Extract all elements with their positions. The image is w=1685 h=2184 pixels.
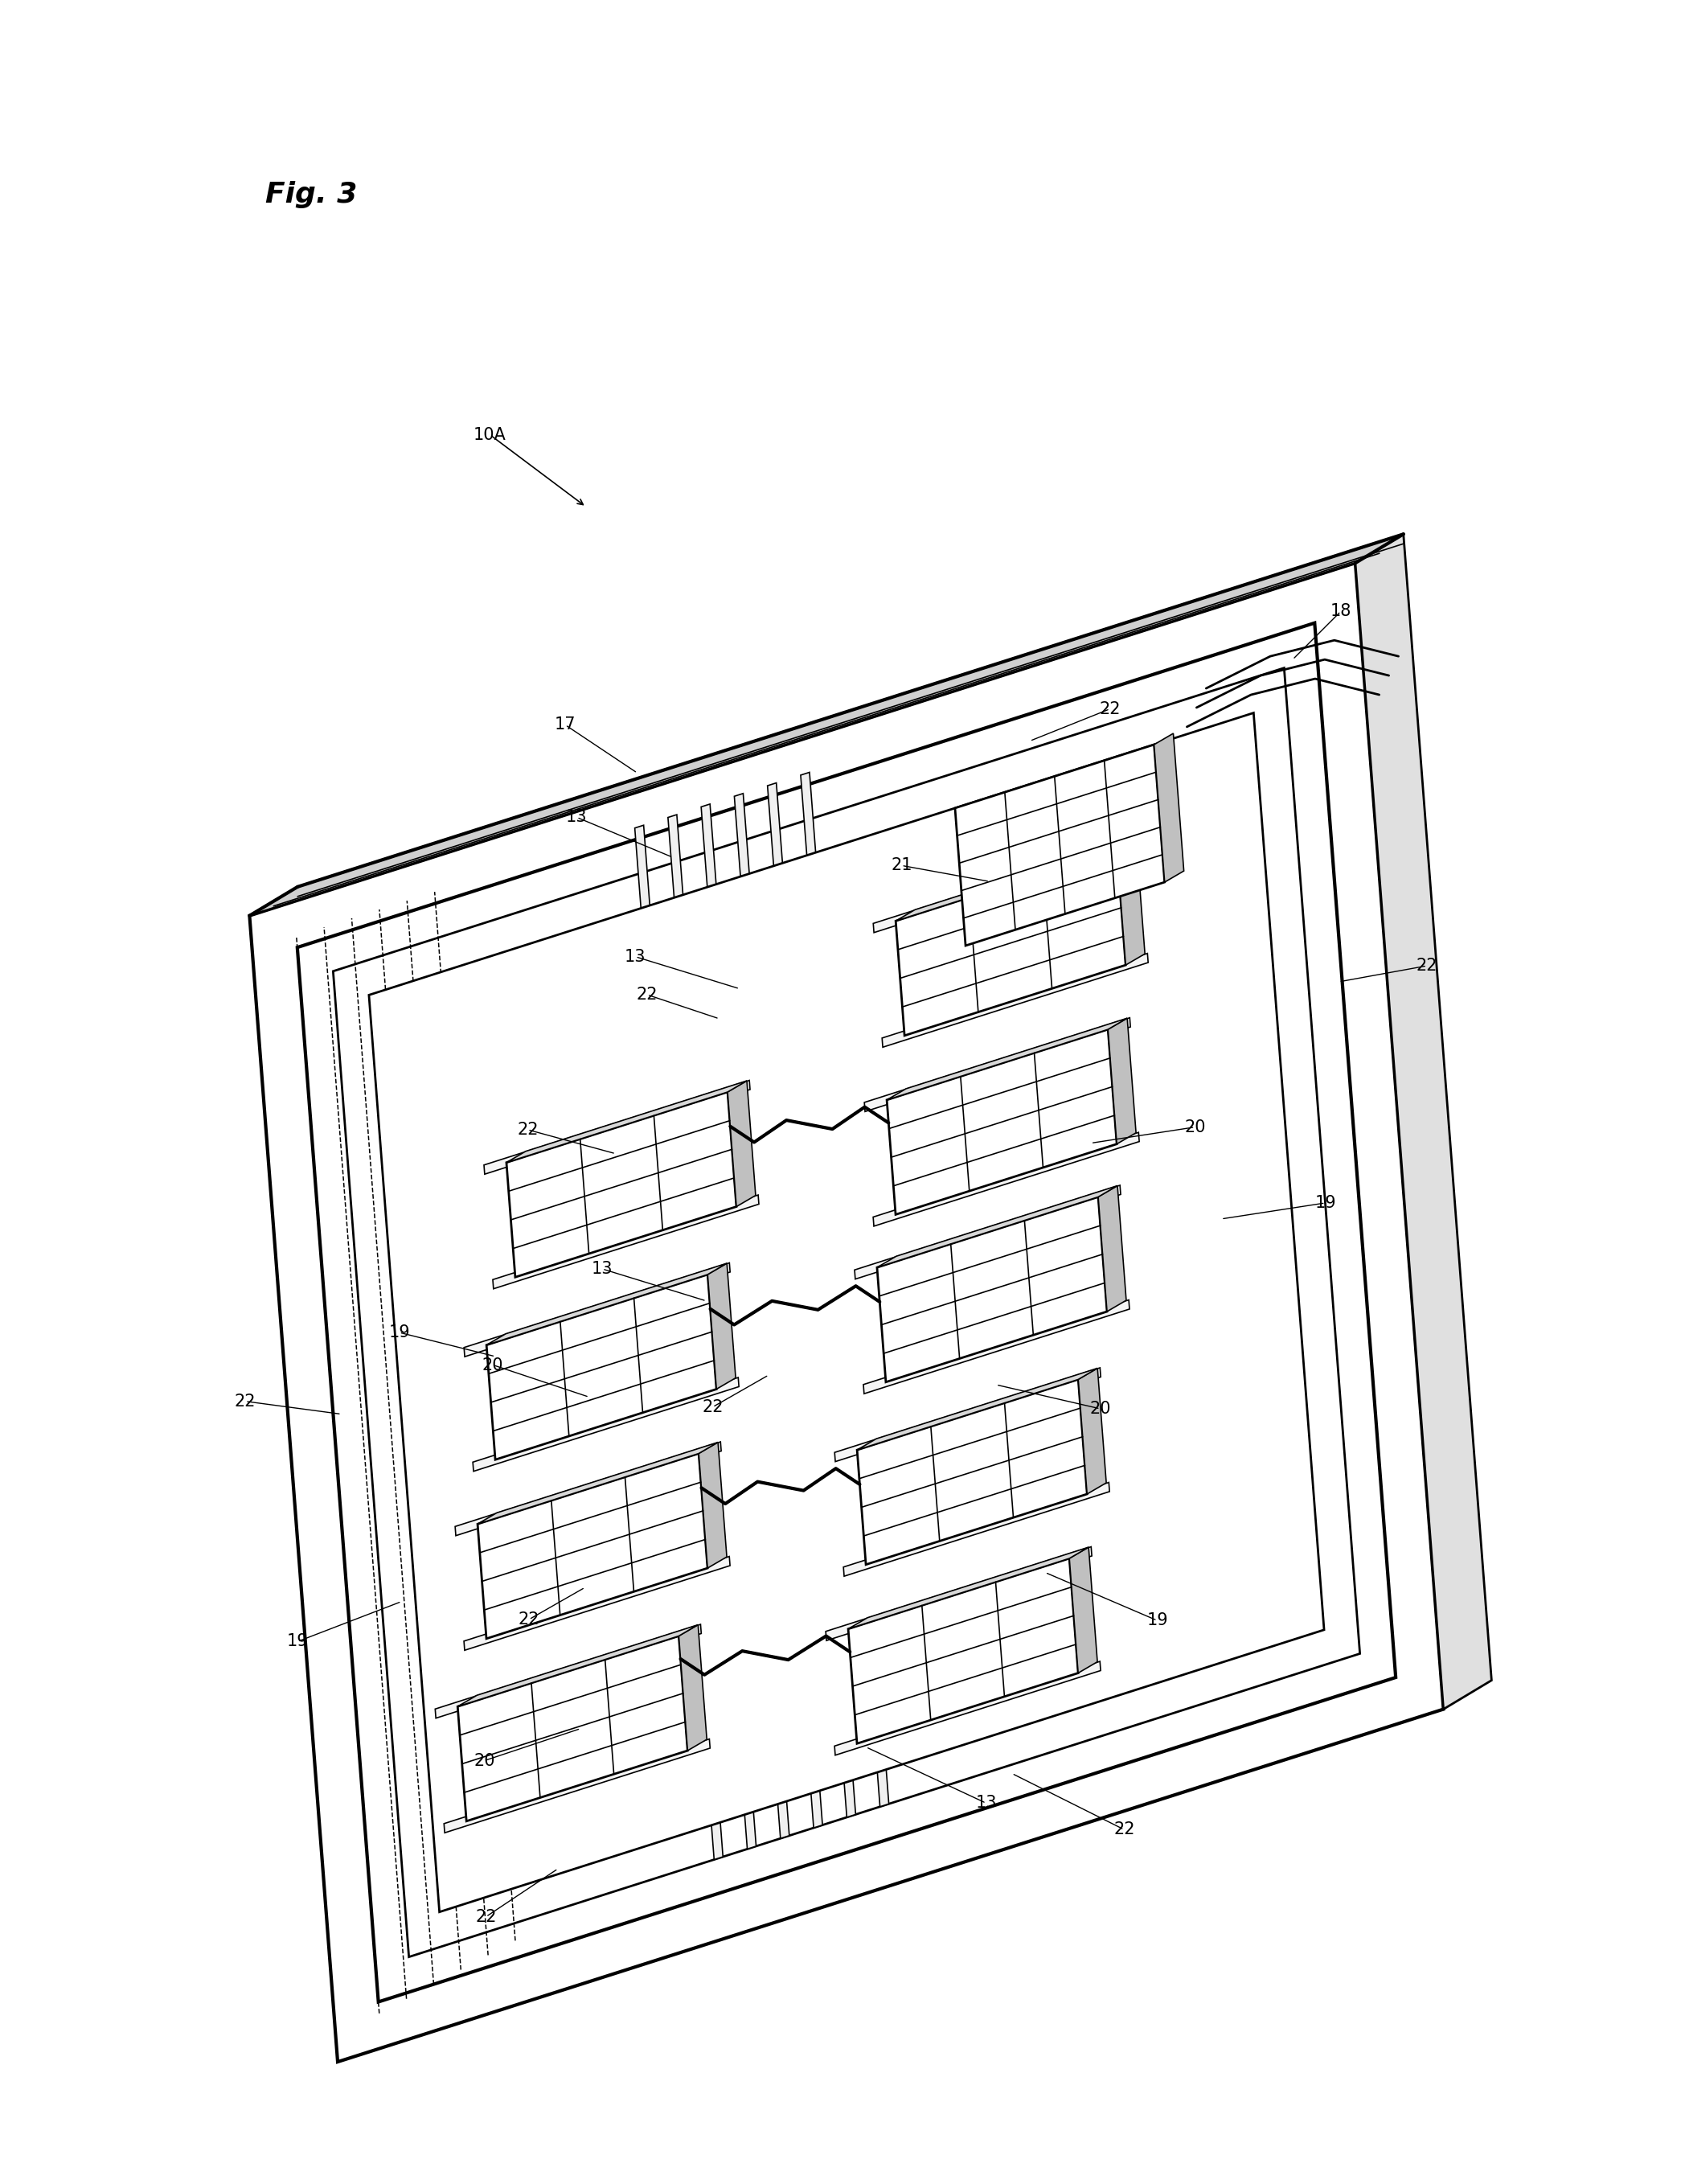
Polygon shape (458, 1625, 698, 1706)
Text: 19: 19 (286, 1634, 308, 1649)
Polygon shape (848, 1546, 1089, 1629)
Polygon shape (848, 1559, 1078, 1743)
Text: 20: 20 (1090, 1400, 1110, 1417)
Text: 10A: 10A (473, 426, 506, 443)
Text: 22: 22 (519, 1612, 539, 1627)
Polygon shape (767, 782, 856, 1817)
Text: 22: 22 (703, 1400, 723, 1415)
Polygon shape (1154, 734, 1185, 882)
Polygon shape (896, 850, 1126, 1035)
Polygon shape (679, 1625, 706, 1752)
Polygon shape (701, 804, 789, 1839)
Polygon shape (473, 1378, 740, 1472)
Polygon shape (1070, 1546, 1097, 1673)
Polygon shape (844, 1483, 1109, 1577)
Text: 22: 22 (1099, 701, 1121, 716)
Polygon shape (463, 1557, 730, 1651)
Text: 17: 17 (554, 716, 576, 734)
Text: 13: 13 (591, 1260, 613, 1278)
Polygon shape (826, 1546, 1092, 1640)
Polygon shape (1109, 1018, 1136, 1144)
Polygon shape (492, 1195, 758, 1289)
Polygon shape (881, 954, 1147, 1046)
Text: 22: 22 (517, 1123, 538, 1138)
Polygon shape (854, 1186, 1121, 1280)
Polygon shape (334, 668, 1360, 1957)
Text: 19: 19 (1314, 1195, 1336, 1210)
Polygon shape (873, 1131, 1139, 1225)
Polygon shape (477, 1441, 718, 1524)
Polygon shape (1355, 535, 1491, 1710)
Polygon shape (369, 712, 1324, 1911)
Text: Fig. 3: Fig. 3 (266, 181, 357, 207)
Polygon shape (728, 1081, 755, 1206)
Polygon shape (455, 1441, 721, 1535)
Polygon shape (443, 1738, 709, 1832)
Polygon shape (249, 563, 1444, 2062)
Polygon shape (484, 1081, 750, 1175)
Text: 13: 13 (566, 810, 588, 826)
Text: 22: 22 (234, 1393, 256, 1409)
Polygon shape (876, 1186, 1117, 1267)
Polygon shape (863, 1299, 1129, 1393)
Polygon shape (896, 839, 1136, 922)
Text: 22: 22 (475, 1909, 497, 1924)
Polygon shape (858, 1380, 1087, 1564)
Polygon shape (800, 773, 888, 1806)
Polygon shape (487, 1275, 716, 1459)
Polygon shape (876, 1197, 1107, 1382)
Polygon shape (708, 1262, 736, 1389)
Polygon shape (886, 1029, 1117, 1214)
Polygon shape (463, 1262, 730, 1356)
Text: 13: 13 (625, 948, 645, 965)
Polygon shape (1117, 839, 1144, 965)
Polygon shape (435, 1625, 701, 1719)
Polygon shape (858, 1367, 1097, 1450)
Polygon shape (249, 535, 1404, 915)
Polygon shape (1099, 1186, 1126, 1313)
Polygon shape (507, 1081, 746, 1162)
Text: 20: 20 (473, 1752, 495, 1769)
Polygon shape (735, 793, 822, 1828)
Polygon shape (834, 1367, 1100, 1461)
Polygon shape (297, 622, 1395, 2003)
Text: 18: 18 (1329, 603, 1351, 620)
Text: 13: 13 (976, 1795, 998, 1811)
Polygon shape (477, 1455, 708, 1638)
Polygon shape (487, 1262, 726, 1345)
Text: 22: 22 (1417, 959, 1437, 974)
Text: 19: 19 (1146, 1612, 1168, 1629)
Polygon shape (458, 1636, 687, 1821)
Text: 22: 22 (1114, 1821, 1134, 1837)
Text: 19: 19 (389, 1324, 409, 1341)
Polygon shape (864, 1018, 1131, 1112)
Polygon shape (507, 1092, 736, 1278)
Polygon shape (667, 815, 757, 1850)
Polygon shape (955, 745, 1164, 946)
Polygon shape (635, 826, 723, 1859)
Polygon shape (834, 1662, 1100, 1756)
Text: 20: 20 (482, 1356, 504, 1374)
Text: 22: 22 (637, 987, 657, 1002)
Text: 20: 20 (1185, 1118, 1205, 1136)
Polygon shape (1078, 1367, 1107, 1494)
Text: 21: 21 (891, 858, 912, 874)
Polygon shape (873, 839, 1139, 933)
Polygon shape (699, 1441, 726, 1568)
Polygon shape (886, 1018, 1127, 1101)
